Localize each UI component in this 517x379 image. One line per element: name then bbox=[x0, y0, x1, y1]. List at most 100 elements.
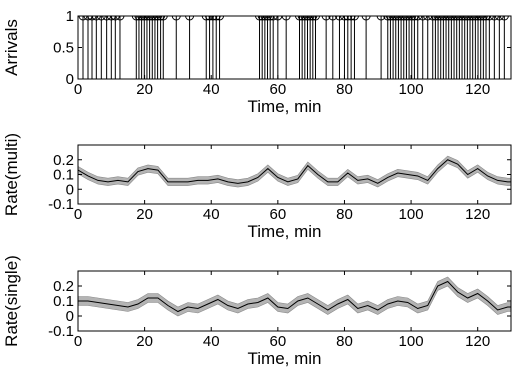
arrival-marker bbox=[215, 16, 225, 21]
arrival-marker bbox=[96, 16, 106, 21]
arrival-marker bbox=[110, 16, 120, 21]
arrival-marker bbox=[185, 16, 195, 21]
x-tick-label: 60 bbox=[270, 81, 287, 98]
arrival-marker bbox=[438, 16, 448, 21]
x-tick-label: 120 bbox=[465, 81, 490, 98]
x-tick-label: 80 bbox=[336, 206, 353, 223]
x-tick-label: 60 bbox=[270, 206, 287, 223]
plot-area bbox=[78, 16, 509, 79]
arrival-marker bbox=[476, 16, 486, 21]
y-tick-label: 0.5 bbox=[53, 40, 74, 57]
arrival-marker bbox=[308, 16, 318, 21]
arrival-marker bbox=[158, 16, 168, 21]
arrival-marker bbox=[134, 16, 144, 21]
arrival-marker bbox=[145, 16, 155, 21]
arrival-marker bbox=[83, 16, 93, 21]
arrival-marker bbox=[265, 16, 275, 21]
arrival-marker bbox=[137, 16, 147, 21]
x-axis-label: Time, min bbox=[248, 222, 322, 241]
arrival-marker bbox=[465, 16, 475, 21]
x-tick-label: 100 bbox=[399, 333, 424, 350]
arrival-marker bbox=[423, 16, 433, 21]
arrival-marker bbox=[494, 16, 504, 21]
arrival-marker bbox=[328, 16, 338, 21]
arrival-marker bbox=[462, 16, 472, 21]
arrival-marker bbox=[268, 16, 278, 21]
y-tick-label: 0.2 bbox=[53, 152, 74, 169]
arrival-marker bbox=[257, 16, 267, 21]
arrival-marker bbox=[131, 16, 141, 21]
plot-area bbox=[78, 155, 511, 188]
panel-1: 0 20 40 60 80 100 120 0 0.5 1 Time, min Arrivals bbox=[2, 8, 512, 116]
arrival-marker bbox=[150, 16, 160, 21]
y-tick-label: 0.1 bbox=[53, 293, 74, 310]
arrival-marker bbox=[310, 16, 320, 21]
arrival-marker bbox=[153, 16, 163, 21]
arrival-marker bbox=[346, 16, 356, 21]
arrival-marker bbox=[449, 16, 459, 21]
x-tick-label: 40 bbox=[203, 206, 220, 223]
arrival-marker bbox=[361, 16, 371, 21]
arrival-marker bbox=[484, 16, 494, 21]
confidence-band bbox=[78, 276, 511, 317]
arrival-marker bbox=[444, 16, 454, 21]
arrival-marker bbox=[201, 16, 211, 21]
arrival-marker bbox=[376, 16, 386, 21]
arrival-marker bbox=[457, 16, 467, 21]
arrival-marker bbox=[399, 16, 409, 21]
arrival-marker bbox=[391, 16, 401, 21]
arrival-marker bbox=[78, 16, 88, 21]
x-axis-label: Time, min bbox=[248, 349, 322, 368]
y-tick-label: 0 bbox=[66, 181, 74, 198]
arrival-marker bbox=[211, 16, 221, 21]
x-tick-label: 80 bbox=[336, 333, 353, 350]
arrival-marker bbox=[91, 16, 101, 21]
arrival-marker bbox=[452, 16, 462, 21]
arrival-marker bbox=[446, 16, 456, 21]
x-tick-label: 20 bbox=[136, 81, 153, 98]
arrival-marker bbox=[468, 16, 478, 21]
arrival-marker bbox=[481, 16, 491, 21]
arrival-marker bbox=[428, 16, 438, 21]
y-tick-label: 0.2 bbox=[53, 278, 74, 295]
arrival-marker bbox=[205, 16, 215, 21]
arrival-marker bbox=[263, 16, 273, 21]
y-axis-label: Rate(multi) bbox=[2, 133, 21, 216]
rate-line bbox=[78, 159, 511, 184]
arrival-marker bbox=[478, 16, 488, 21]
arrival-marker bbox=[418, 16, 428, 21]
arrival-marker bbox=[255, 16, 265, 21]
arrival-marker bbox=[436, 16, 446, 21]
y-tick-label: -0.1 bbox=[48, 323, 74, 340]
arrival-marker bbox=[321, 16, 331, 21]
arrival-marker bbox=[281, 16, 291, 21]
arrival-marker bbox=[208, 16, 218, 21]
arrival-marker bbox=[454, 16, 464, 21]
rate-line bbox=[78, 280, 511, 313]
y-tick-label: 1 bbox=[66, 8, 74, 25]
x-tick-label: 120 bbox=[465, 206, 490, 223]
y-tick-label: -0.1 bbox=[48, 196, 74, 213]
arrival-marker bbox=[294, 16, 304, 21]
arrival-marker bbox=[404, 16, 414, 21]
arrival-marker bbox=[470, 16, 480, 21]
arrival-marker bbox=[87, 16, 97, 21]
x-tick-label: 40 bbox=[203, 81, 220, 98]
x-tick-label: 60 bbox=[270, 333, 287, 350]
arrival-marker bbox=[334, 16, 344, 21]
arrival-marker bbox=[441, 16, 451, 21]
arrival-marker bbox=[147, 16, 157, 21]
arrival-marker bbox=[396, 16, 406, 21]
x-axis-label: Time, min bbox=[248, 97, 322, 116]
confidence-band bbox=[78, 155, 511, 188]
arrival-marker bbox=[142, 16, 152, 21]
arrival-marker bbox=[413, 16, 423, 21]
arrival-marker bbox=[385, 16, 395, 21]
arrival-marker bbox=[102, 16, 112, 21]
arrival-marker bbox=[401, 16, 411, 21]
arrival-marker bbox=[383, 16, 393, 21]
arrival-marker bbox=[433, 16, 443, 21]
